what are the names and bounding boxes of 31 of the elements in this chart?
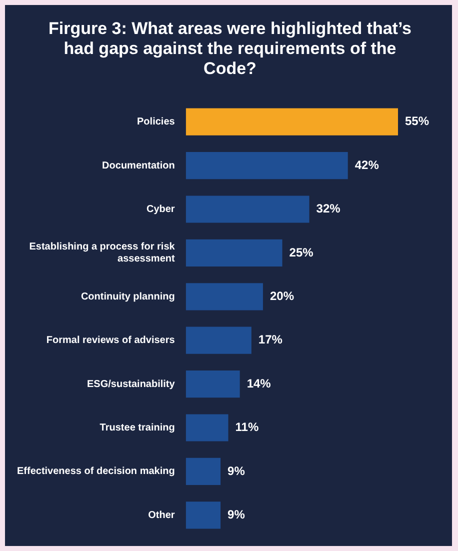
data-label: 32% [316,202,341,216]
bar [186,370,240,398]
bar [186,108,398,136]
bar [186,326,252,354]
y-tick-label: Other [148,510,175,521]
data-label: 14% [246,376,272,390]
data-label: 25% [289,245,314,260]
y-tick-label: Policies [137,116,176,128]
chart-title: Firgure 3: What areas were highlighted that’s had gaps against the requirements of the Code? [47,19,413,79]
y-tick-label: Cyber [146,204,175,215]
data-label: 9% [228,464,246,478]
y-tick-label: Continuity planning [80,291,175,302]
y-tick-label: Establishing a process for risk assessment [29,242,176,265]
bar [186,414,228,442]
y-tick-label: Formal reviews of advisers [46,335,176,346]
y-tick-label: Documentation [102,160,175,172]
bar [186,152,348,180]
bar [186,502,221,529]
data-label: 9% [228,507,246,522]
data-label: 20% [270,288,294,303]
data-label: 17% [258,332,283,347]
data-label: 42% [354,158,380,172]
bar [186,239,282,266]
data-label: 55% [405,114,430,128]
y-tick-label: ESG/sustainability [87,378,176,390]
y-tick-label: Trustee training [100,422,175,434]
data-label: 11% [235,420,259,434]
y-tick-label: Effectiveness of decision making [17,466,175,478]
bar [186,458,221,485]
bar [186,196,310,223]
bar [186,283,263,310]
